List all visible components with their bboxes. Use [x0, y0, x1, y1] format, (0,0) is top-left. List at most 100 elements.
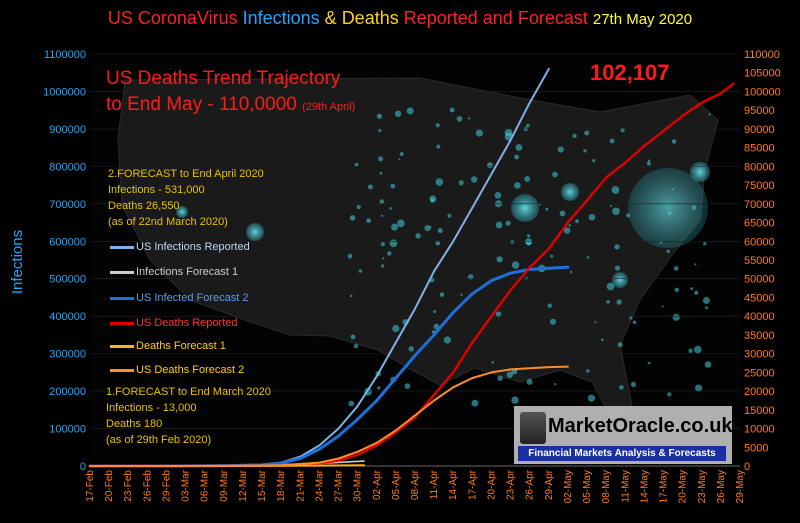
series-line-deaths-forecast2 [89, 365, 569, 467]
deaths-trend-headline: US Deaths Trend Trajectory to End May - … [106, 66, 355, 120]
legend-swatch [110, 368, 134, 372]
map-bubble [554, 383, 557, 386]
map-bubble [703, 242, 707, 246]
x-tick-label: 14-Apr [448, 469, 459, 500]
map-bubble [606, 282, 615, 291]
map-bubble [619, 385, 624, 390]
legend-swatch [110, 270, 134, 274]
x-tick-label: 05-Apr [391, 469, 402, 500]
y-tick-label-right: 95000 [744, 105, 775, 117]
y-tick-label-right: 50000 [744, 274, 775, 286]
map-bubble [439, 292, 445, 297]
x-tick-label: 29-May [735, 470, 746, 503]
y-tick-label-right: 55000 [744, 255, 775, 267]
current-deaths-total: 102,107 [590, 60, 670, 85]
y-tick-label-right: 10000 [744, 424, 775, 436]
map-bubble [586, 369, 590, 373]
map-bubble [616, 299, 622, 305]
x-tick-label: 26-May [716, 470, 727, 503]
title-part-4: Deaths [341, 8, 399, 28]
deaths-trend-line-1: US Deaths Trend Trajectory [106, 68, 341, 89]
map-bubble [429, 225, 432, 229]
map-bubble [674, 287, 679, 292]
map-bubble [705, 306, 709, 310]
map-bubble [378, 128, 382, 133]
map-bubble [435, 240, 441, 246]
x-tick-label: 12-Mar [238, 469, 249, 501]
map-bubble [389, 239, 398, 248]
map-bubble [601, 338, 604, 342]
map-bubble [404, 383, 411, 389]
map-bubble [389, 207, 392, 210]
map-bubble [667, 392, 672, 397]
map-bubble [430, 198, 435, 203]
map-bubble [497, 375, 503, 381]
map-bubble [584, 130, 590, 136]
y-tick-label-left: 400000 [49, 311, 86, 323]
map-bubble [612, 272, 628, 288]
x-tick-label: 02-Apr [372, 469, 383, 500]
map-bubble [514, 182, 521, 189]
map-bubble [594, 321, 597, 324]
x-tick-label: 03-Mar [181, 469, 192, 501]
y-tick-label-right: 75000 [744, 180, 775, 192]
map-bubble [688, 348, 693, 353]
map-bubble [358, 269, 363, 273]
y-tick-label-right: 40000 [744, 311, 775, 323]
map-bubble [406, 107, 414, 115]
map-bubble [614, 244, 620, 250]
map-bubble [378, 156, 384, 162]
map-bubble [587, 394, 596, 402]
map-bubble [606, 300, 610, 304]
map-bubble [609, 138, 615, 144]
x-tick-label: 23-Apr [506, 469, 517, 500]
legend-label: US Infections Reported [136, 241, 250, 253]
map-bubble [491, 361, 495, 364]
map-bubble [514, 154, 519, 160]
map-bubble [647, 159, 651, 162]
map-bubble [620, 127, 625, 133]
map-bubble [504, 128, 513, 137]
map-bubble [575, 219, 579, 224]
map-bubble [671, 139, 677, 144]
y-tick-label-left: 700000 [49, 199, 86, 211]
map-bubble [433, 310, 437, 314]
map-bubble [588, 214, 596, 221]
y-tick-label-right: 30000 [744, 349, 775, 361]
y-axis-label: Infections [9, 230, 26, 294]
brand-box: MarketOracle.co.uk Financial Markets Ana… [514, 406, 733, 464]
y-tick-label-left: 100000 [49, 424, 86, 436]
brand-name: MarketOracle.co.uk [548, 415, 733, 437]
map-bubble [545, 207, 549, 211]
x-tick-label: 26-Apr [525, 469, 536, 500]
legend-swatch [110, 296, 134, 300]
x-tick-label: 11-May [620, 470, 631, 503]
map-bubble [353, 343, 359, 349]
map-bubble [350, 294, 353, 298]
map-bubble [646, 161, 651, 166]
x-tick-label: 20-Apr [486, 469, 497, 500]
x-tick-label: 17-Apr [467, 469, 478, 500]
map-bubble [433, 323, 440, 330]
map-bubble [415, 233, 421, 239]
x-tick-label: 08-May [601, 470, 612, 503]
map-bubble [592, 159, 596, 163]
map-bubble [629, 316, 633, 320]
chart-title: US CoronaVirus Infections & Deaths Repor… [0, 8, 800, 29]
title-part-5: Reported and Forecast [398, 8, 588, 28]
map-bubble [437, 228, 443, 234]
x-tick-label: 14-May [639, 470, 650, 503]
map-bubble [506, 371, 513, 378]
map-bubble [349, 215, 356, 221]
legend-deaths-reported: US Deaths Reported [110, 317, 238, 329]
y-tick-label-right: 35000 [744, 330, 775, 342]
map-bubble [572, 133, 577, 139]
map-bubble [354, 162, 359, 167]
y-tick-label-left: 800000 [49, 161, 86, 173]
map-bubble [526, 240, 532, 246]
legend-label: Deaths Forecast 1 [136, 340, 226, 352]
map-bubble [458, 180, 464, 186]
map-bubble [356, 205, 361, 210]
x-tick-label: 30-Mar [353, 469, 364, 501]
series-layer [88, 68, 735, 468]
